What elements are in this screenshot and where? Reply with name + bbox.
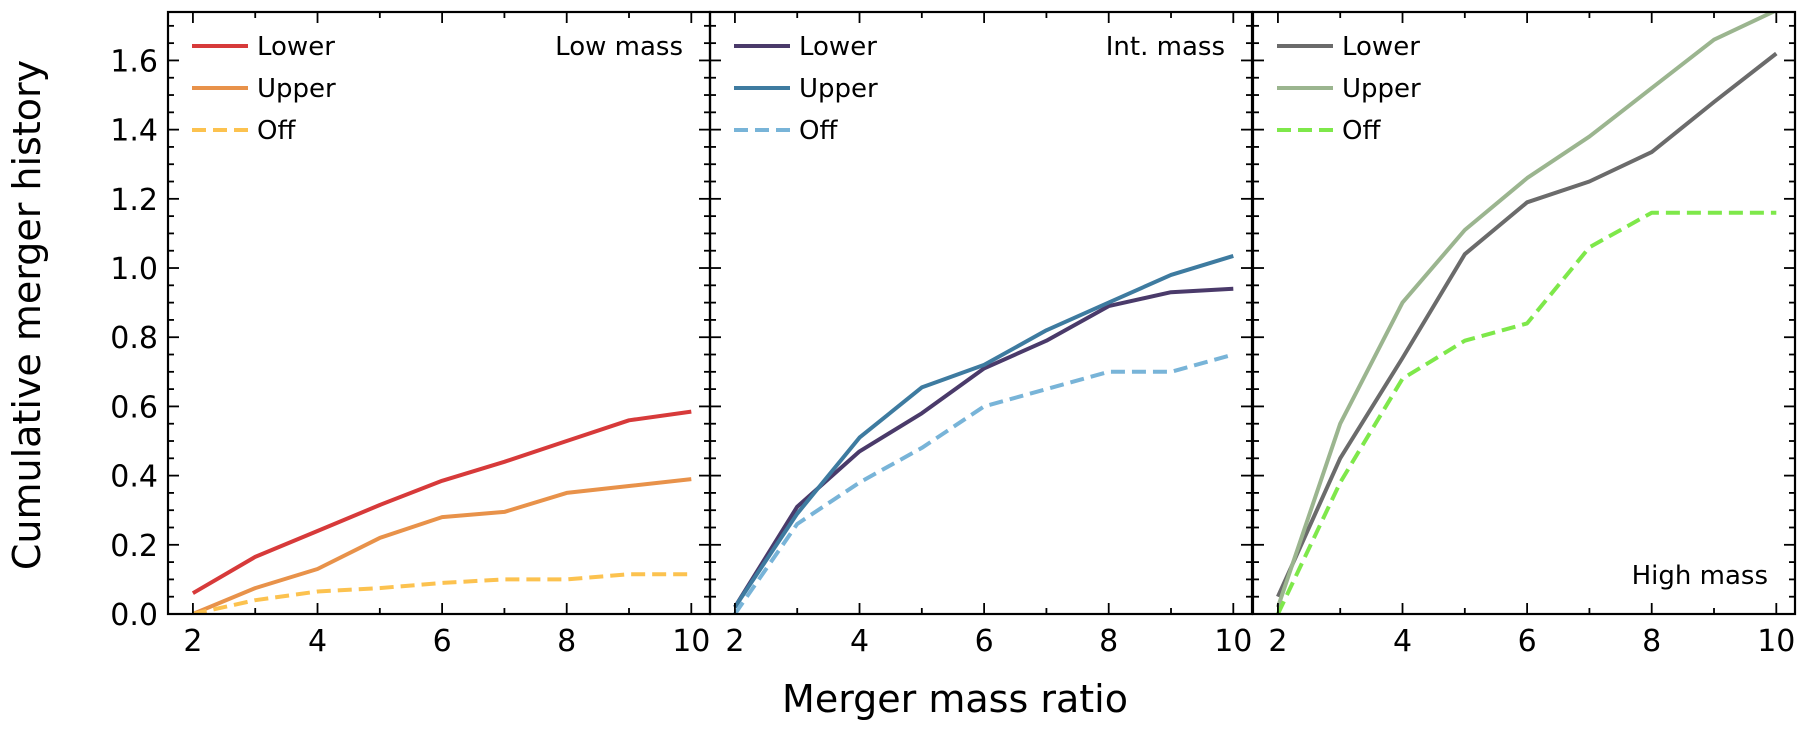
- x-tick-label: 6: [1518, 624, 1537, 659]
- x-tick-label: 4: [850, 624, 869, 659]
- x-tick-label: 2: [1268, 624, 1287, 659]
- y-tick-label: 0.6: [110, 390, 158, 425]
- y-axis-title: Cumulative merger history: [5, 60, 49, 570]
- y-tick-label: 1.2: [110, 183, 158, 218]
- series-group: [1276, 12, 1778, 614]
- x-tick-label: 4: [1393, 624, 1412, 659]
- legend-label-off: Off: [1342, 116, 1381, 146]
- legend-label-lower: Lower: [257, 32, 335, 62]
- x-tick-label: 8: [1642, 624, 1661, 659]
- legend-label-lower: Lower: [799, 32, 877, 62]
- x-tick-label: 8: [557, 624, 576, 659]
- series-line-lower: [1276, 51, 1778, 598]
- legend: Lower Upper Off: [734, 32, 878, 146]
- series-group: [191, 409, 692, 614]
- x-tick-label: 2: [183, 624, 202, 659]
- series-line-upper: [1276, 12, 1778, 608]
- panel-frame: [166, 10, 712, 616]
- x-tick-label: 4: [308, 624, 327, 659]
- series-group: [733, 253, 1234, 614]
- x-tick-label: 10: [1214, 624, 1252, 659]
- series-line-upper: [192, 477, 692, 614]
- legend-label-upper: Upper: [257, 74, 336, 104]
- x-axis-title: Merger mass ratio: [782, 677, 1128, 721]
- panel-1: 2 4 6 8 10 0.0 0.2 0.4 0.6 0.8 1.0 1.2 1.4 1.6 Lower Up…: [110, 10, 712, 659]
- x-tick-label: 2: [725, 624, 744, 659]
- panel-2: 2 4 6 8 10 Lower Upper Off Int. mass: [708, 10, 1254, 659]
- x-tick-label: 10: [672, 624, 710, 659]
- x-tick-label: 6: [975, 624, 994, 659]
- panel-label: Low mass: [555, 32, 683, 62]
- legend-label-lower: Lower: [1342, 32, 1420, 62]
- panel-label: Int. mass: [1106, 32, 1225, 62]
- series-line-upper: [733, 253, 1234, 609]
- panel-3: 2 4 6 8 10 Lower Upper Off High mass: [1251, 10, 1797, 659]
- y-tick-label: 0.4: [110, 460, 158, 495]
- y-tick-label: 0.2: [110, 529, 158, 564]
- panel-frame: [1251, 10, 1797, 616]
- legend-label-off: Off: [799, 116, 838, 146]
- legend: Lower Upper Off: [192, 32, 336, 146]
- y-tick-label: 0.0: [110, 598, 158, 633]
- x-tick-label: 8: [1099, 624, 1118, 659]
- y-tick-label: 0.8: [110, 321, 158, 356]
- series-line-off: [192, 572, 692, 614]
- x-tick-label: 10: [1757, 624, 1795, 659]
- series-line-off: [1276, 210, 1777, 614]
- y-tick-label: 1.6: [110, 44, 158, 79]
- legend: Lower Upper Off: [1277, 32, 1421, 146]
- x-tick-label: 6: [433, 624, 452, 659]
- y-tick-label: 1.4: [110, 114, 158, 149]
- panels-layer: 2 4 6 8 10 0.0 0.2 0.4 0.6 0.8 1.0 1.2 1.4 1.6 Lower Up…: [110, 10, 1797, 659]
- legend-label-off: Off: [257, 116, 296, 146]
- legend-label-upper: Upper: [1342, 74, 1421, 104]
- series-line-off: [733, 352, 1234, 614]
- y-tick-label: 1.0: [110, 252, 158, 287]
- legend-label-upper: Upper: [799, 74, 878, 104]
- series-line-lower: [733, 286, 1234, 609]
- panel-label: High mass: [1632, 561, 1768, 591]
- series-line-lower: [191, 409, 692, 595]
